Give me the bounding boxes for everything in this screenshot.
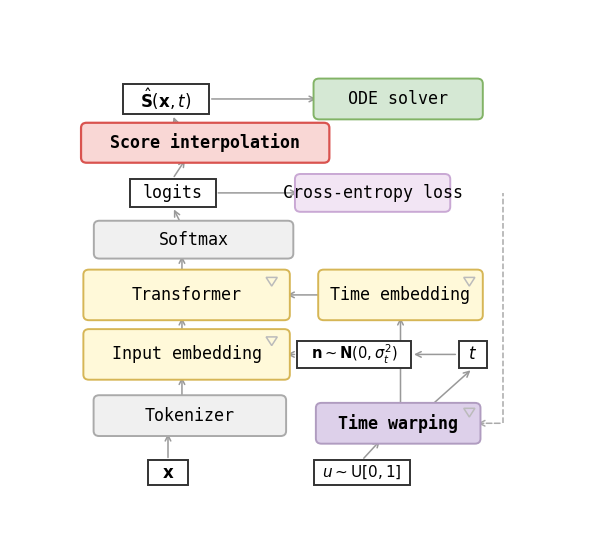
- Text: $\mathbf{x}$: $\mathbf{x}$: [162, 464, 174, 481]
- FancyBboxPatch shape: [83, 329, 290, 380]
- Text: logits: logits: [143, 184, 203, 202]
- Text: Time warping: Time warping: [338, 414, 458, 433]
- Text: $t$: $t$: [468, 346, 477, 363]
- FancyBboxPatch shape: [314, 78, 483, 119]
- FancyBboxPatch shape: [122, 84, 209, 114]
- FancyBboxPatch shape: [130, 179, 215, 206]
- FancyBboxPatch shape: [314, 460, 410, 485]
- FancyBboxPatch shape: [94, 395, 286, 436]
- Text: Transformer: Transformer: [131, 286, 242, 304]
- FancyBboxPatch shape: [295, 174, 450, 212]
- Text: Score interpolation: Score interpolation: [110, 133, 300, 152]
- Text: Cross-entropy loss: Cross-entropy loss: [283, 184, 463, 202]
- Text: Input embedding: Input embedding: [112, 346, 262, 363]
- FancyBboxPatch shape: [81, 123, 329, 163]
- Text: $\hat{\mathbf{S}}(\mathbf{x}, t)$: $\hat{\mathbf{S}}(\mathbf{x}, t)$: [140, 86, 191, 112]
- FancyBboxPatch shape: [148, 460, 188, 485]
- Text: $u \sim \mathrm{U}[0, 1]$: $u \sim \mathrm{U}[0, 1]$: [322, 464, 401, 481]
- Text: ODE solver: ODE solver: [348, 90, 448, 108]
- Text: Time embedding: Time embedding: [331, 286, 470, 304]
- FancyBboxPatch shape: [94, 221, 293, 258]
- FancyBboxPatch shape: [297, 341, 411, 368]
- Text: Tokenizer: Tokenizer: [145, 407, 235, 424]
- FancyBboxPatch shape: [318, 269, 483, 320]
- FancyBboxPatch shape: [83, 269, 290, 320]
- Text: Softmax: Softmax: [158, 231, 229, 248]
- Text: $\mathbf{n} \sim \mathbf{N}(0, \sigma_t^2)$: $\mathbf{n} \sim \mathbf{N}(0, \sigma_t^…: [311, 343, 397, 366]
- FancyBboxPatch shape: [458, 341, 487, 368]
- FancyBboxPatch shape: [316, 403, 481, 444]
